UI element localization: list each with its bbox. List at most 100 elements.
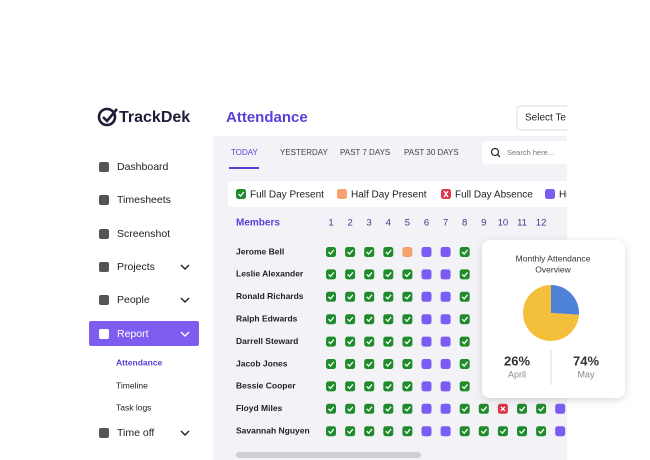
status-cell bbox=[421, 269, 432, 280]
status-cell bbox=[421, 426, 432, 437]
status-cell bbox=[459, 336, 470, 347]
status-cell bbox=[345, 359, 356, 369]
status-cell bbox=[421, 314, 432, 325]
stat-value: 26% bbox=[504, 353, 530, 368]
status-cell bbox=[364, 359, 375, 369]
check-icon bbox=[347, 406, 354, 412]
nav-item[interactable]: People bbox=[117, 294, 150, 306]
legend-label: Half Day Present bbox=[351, 190, 427, 201]
cross-icon bbox=[500, 406, 506, 412]
select-button[interactable] bbox=[516, 105, 587, 131]
member-name: Floyd Miles bbox=[236, 403, 283, 413]
check-icon bbox=[366, 383, 373, 390]
card-title: Monthly Attendance bbox=[516, 253, 591, 263]
day-header: 3 bbox=[367, 218, 372, 229]
status-cell bbox=[421, 247, 432, 257]
active-nav-bg bbox=[89, 321, 199, 346]
legend-label: Full Day Absence bbox=[455, 190, 533, 201]
check-icon bbox=[538, 406, 545, 412]
stat-value: 74% bbox=[573, 353, 599, 368]
day-header: 2 bbox=[347, 218, 352, 229]
status-cell bbox=[383, 291, 394, 302]
member-name: Savannah Nguyen bbox=[236, 425, 310, 435]
day-header: 12 bbox=[536, 218, 547, 229]
status-cell bbox=[383, 359, 394, 369]
status-cell bbox=[402, 291, 413, 302]
status-cell bbox=[364, 381, 375, 392]
tab[interactable]: PAST 7 DAYS bbox=[340, 148, 390, 157]
check-icon bbox=[385, 339, 392, 345]
day-header: 9 bbox=[481, 218, 486, 229]
check-icon bbox=[328, 383, 335, 390]
nav-item[interactable]: Timesheets bbox=[117, 194, 171, 206]
check-icon bbox=[404, 271, 411, 278]
sub-nav-item[interactable]: Attendance bbox=[116, 357, 163, 367]
check-icon bbox=[366, 361, 373, 367]
day-header: 5 bbox=[405, 218, 410, 229]
check-icon bbox=[461, 428, 469, 435]
status-cell bbox=[440, 291, 451, 302]
day-header: 6 bbox=[424, 218, 429, 229]
status-cell bbox=[402, 403, 413, 414]
check-icon bbox=[385, 428, 392, 435]
check-icon bbox=[461, 361, 469, 367]
tab[interactable]: PAST 30 DAYS bbox=[404, 148, 459, 157]
check-icon bbox=[385, 271, 392, 278]
check-icon bbox=[347, 316, 354, 323]
select-button-label: Select Te bbox=[525, 113, 566, 124]
stat-label: May bbox=[577, 369, 595, 379]
sub-nav-item[interactable]: Task logs bbox=[116, 402, 151, 412]
status-cell bbox=[326, 381, 336, 392]
nav-item[interactable]: Time off bbox=[117, 427, 154, 439]
legend-swatch bbox=[337, 189, 347, 199]
status-cell bbox=[440, 336, 451, 347]
status-cell bbox=[383, 314, 394, 325]
tab[interactable]: TODAY bbox=[231, 148, 258, 157]
check-icon bbox=[480, 428, 488, 435]
status-cell bbox=[364, 403, 375, 414]
nav-item[interactable]: Report bbox=[117, 328, 149, 340]
check-icon bbox=[404, 383, 411, 390]
check-icon bbox=[347, 383, 354, 390]
check-icon bbox=[366, 406, 373, 412]
pie-slice bbox=[523, 285, 579, 341]
check-icon bbox=[519, 428, 526, 435]
check-icon bbox=[385, 361, 392, 367]
chevron bbox=[180, 297, 190, 303]
status-cell bbox=[459, 359, 470, 369]
status-cell bbox=[555, 426, 566, 437]
chevron bbox=[180, 331, 190, 337]
member-name: Ronald Richards bbox=[236, 291, 304, 301]
nav-item[interactable]: Screenshot bbox=[117, 228, 170, 240]
nav-item[interactable]: Dashboard bbox=[117, 161, 169, 173]
status-cell bbox=[402, 314, 413, 325]
status-cell bbox=[345, 336, 356, 347]
status-cell bbox=[402, 359, 413, 369]
status-cell bbox=[421, 359, 432, 369]
check-icon bbox=[461, 383, 469, 390]
check-icon bbox=[347, 361, 354, 367]
sub-nav-item[interactable]: Timeline bbox=[116, 380, 148, 390]
search-box[interactable] bbox=[482, 141, 582, 164]
nav-item[interactable]: Projects bbox=[117, 261, 155, 273]
status-cell bbox=[459, 314, 470, 325]
member-name: Jacob Jones bbox=[236, 358, 288, 368]
status-cell bbox=[402, 336, 413, 347]
check-icon bbox=[366, 271, 373, 278]
status-cell bbox=[555, 403, 566, 414]
status-cell bbox=[459, 426, 470, 437]
status-cell bbox=[326, 269, 336, 280]
status-cell bbox=[364, 247, 375, 257]
check-icon bbox=[404, 294, 411, 300]
chevron bbox=[180, 264, 190, 270]
status-cell bbox=[383, 403, 394, 414]
check-icon bbox=[366, 294, 373, 300]
status-cell bbox=[326, 359, 336, 369]
check-icon bbox=[328, 249, 335, 255]
page-title: Attendance bbox=[226, 109, 308, 126]
tab[interactable]: YESTERDAY bbox=[280, 148, 329, 157]
nav-icon bbox=[99, 262, 109, 272]
status-cell bbox=[459, 269, 470, 280]
status-cell bbox=[402, 426, 413, 437]
status-cell bbox=[364, 269, 375, 280]
